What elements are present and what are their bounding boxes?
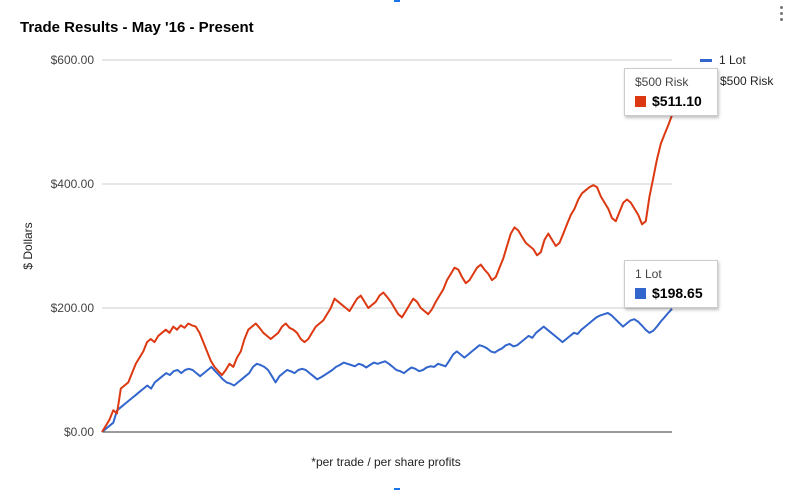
y-axis-title: $ Dollars xyxy=(21,222,35,269)
series-lines xyxy=(101,114,673,433)
y-axis-ticks: $0.00 $200.00 $400.00 $600.00 xyxy=(51,53,95,439)
series-line-1-lot[interactable] xyxy=(101,308,673,433)
gridlines xyxy=(102,59,672,433)
legend-swatch-1-lot xyxy=(700,59,712,62)
legend-label-1-lot: 1 Lot xyxy=(719,53,746,67)
y-tick-label: $600.00 xyxy=(51,53,95,67)
series-line-500-risk[interactable] xyxy=(101,114,673,433)
footnote: *per trade / per share profits xyxy=(311,455,460,469)
y-tick-label: $400.00 xyxy=(51,177,95,191)
tooltip-1-lot: 1 Lot $198.65 xyxy=(624,260,718,308)
tooltip-swatch xyxy=(635,95,646,107)
y-tick-label: $0.00 xyxy=(64,425,94,439)
edge-marker xyxy=(394,0,400,2)
edge-marker xyxy=(394,488,400,490)
tooltip-series-name: 1 Lot xyxy=(635,267,662,281)
more-options-icon[interactable] xyxy=(774,2,788,24)
tooltip-value: $198.65 xyxy=(652,285,703,301)
tooltip-swatch xyxy=(635,287,646,299)
chart-title: Trade Results - May '16 - Present xyxy=(20,19,254,36)
legend[interactable]: 1 Lot $500 Risk xyxy=(700,53,774,88)
tooltip-series-name: $500 Risk xyxy=(635,75,689,89)
y-tick-label: $200.00 xyxy=(51,301,95,315)
tooltip-500-risk: $500 Risk $511.10 xyxy=(624,68,718,116)
legend-label-500-risk: $500 Risk xyxy=(720,74,774,88)
tooltip-value: $511.10 xyxy=(652,93,702,109)
